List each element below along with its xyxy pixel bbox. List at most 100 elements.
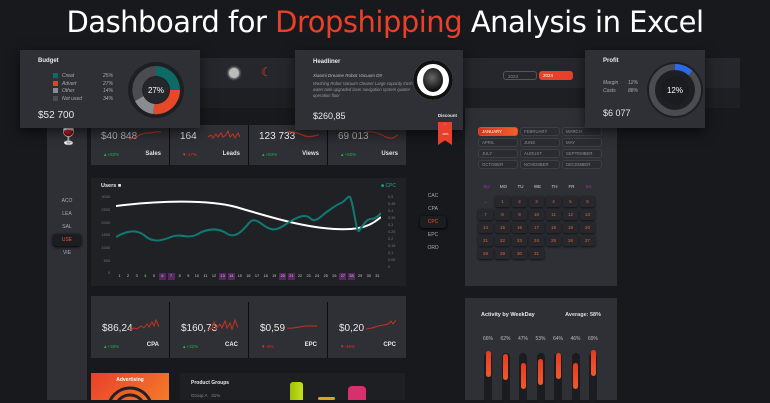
- calendar-day[interactable]: 27: [580, 235, 595, 246]
- month-button-december[interactable]: DECEMBER: [562, 160, 602, 169]
- x-axis-day: 20: [279, 273, 287, 280]
- sidebar-item-aco[interactable]: ACO: [61, 198, 73, 204]
- weekday-label: MO: [499, 184, 508, 189]
- x-axis-day: 22: [297, 274, 303, 278]
- calendar-day[interactable]: 7: [478, 209, 493, 220]
- month-button-april[interactable]: APRIL: [478, 138, 518, 147]
- metric-cpc[interactable]: CPC: [420, 216, 446, 228]
- calendar-day[interactable]: 21: [478, 235, 493, 246]
- activity-percent: 53%: [535, 336, 546, 342]
- kpi-cpc[interactable]: $0,20 ▼-45% CPC: [328, 296, 406, 358]
- light-mode-icon[interactable]: [229, 68, 239, 78]
- month-button-september[interactable]: SEPTEMBER: [562, 149, 602, 158]
- kpi-users[interactable]: 69 013 ▲+50% Users: [338, 131, 398, 157]
- sidebar-item-vie[interactable]: VIE: [62, 250, 72, 256]
- page-title: Dashboard for Dropshipping Analysis in E…: [66, 5, 704, 39]
- activity-slider-fill[interactable]: [555, 352, 561, 379]
- calendar-day[interactable]: 22: [495, 235, 510, 246]
- epc-sparkline: [287, 325, 317, 329]
- profit-card: Profit Margin 12% Costs 88% $6 077 12%: [585, 50, 705, 128]
- chart-legend: ■ CPC: [381, 183, 396, 189]
- x-axis-day: 21: [287, 273, 295, 280]
- sidebar-item-sal[interactable]: SAL: [62, 224, 72, 230]
- calendar-day[interactable]: 5: [563, 196, 578, 207]
- calendar-day[interactable]: 24: [529, 235, 544, 246]
- x-axis-day: 17: [254, 274, 260, 278]
- month-button-january[interactable]: JANUARY: [478, 127, 518, 136]
- legend-item-other: Other 14%: [53, 88, 113, 94]
- calendar-day[interactable]: 23: [512, 235, 527, 246]
- calendar-day[interactable]: 20: [580, 222, 595, 233]
- calendar-day[interactable]: 2: [512, 196, 527, 207]
- calendar-day[interactable]: 28: [478, 248, 493, 259]
- weekday-header: SU MO TU WE TH FR SA: [478, 184, 597, 189]
- calendar-day[interactable]: 15: [495, 222, 510, 233]
- x-axis-day: 11: [203, 274, 208, 278]
- calendar-day[interactable]: 29: [495, 248, 510, 259]
- calendar-day[interactable]: 3: [529, 196, 544, 207]
- dark-mode-icon[interactable]: ☾: [261, 65, 272, 79]
- activity-slider-fill[interactable]: [503, 353, 508, 380]
- month-button-february[interactable]: FEBRUARY: [520, 127, 560, 136]
- activity-slider-track: [589, 349, 597, 403]
- kpi-sales[interactable]: $40 848 ▲+83% Sales: [101, 131, 161, 157]
- advertising-card[interactable]: Advertising: [91, 373, 169, 400]
- activity-slider-track: [519, 353, 527, 403]
- month-button-may[interactable]: MAY: [562, 138, 602, 147]
- calendar-day[interactable]: 9: [512, 209, 527, 220]
- kpi-leads[interactable]: 164 ▼-17% Leads: [180, 129, 240, 157]
- month-button-july[interactable]: JULY: [478, 149, 518, 158]
- sidebar-item-use[interactable]: USE: [53, 234, 81, 246]
- calendar-day[interactable]: 18: [546, 222, 561, 233]
- calendar-day[interactable]: 13: [580, 209, 595, 220]
- calendar-day[interactable]: 6: [580, 196, 595, 207]
- sidebar-item-lea[interactable]: LEA: [62, 211, 72, 217]
- metric-epc[interactable]: EPC: [427, 232, 439, 238]
- activity-column: 62%: [499, 336, 517, 403]
- kpi-cac[interactable]: $160,73 ▲+32% CAC: [170, 296, 248, 358]
- month-button-november[interactable]: NOVEMBER: [520, 160, 560, 169]
- activity-column: 47%: [516, 336, 534, 403]
- calendar-day[interactable]: 31: [529, 248, 544, 259]
- month-button-october[interactable]: OCTOBER: [478, 160, 518, 169]
- calendar-day[interactable]: 16: [512, 222, 527, 233]
- calendar-day[interactable]: 19: [563, 222, 578, 233]
- year-2024-button[interactable]: 2024: [539, 71, 573, 80]
- activity-slider-fill[interactable]: [538, 359, 543, 386]
- metric-cpa[interactable]: CPA: [428, 206, 438, 212]
- kpi-views[interactable]: 123 733 ▲+83% Views: [259, 131, 319, 157]
- calendar-day[interactable]: 11: [546, 209, 561, 220]
- kpi-cpa[interactable]: $86,24 ▲+38% CPA: [91, 296, 169, 358]
- calendar-day[interactable]: 25: [546, 235, 561, 246]
- calendar-day[interactable]: 8: [495, 209, 510, 220]
- users-cpc-chart: Users ■ ■ CPC 3000 2500 2000 1500 1000 5…: [91, 178, 406, 286]
- x-axis-day: 10: [194, 274, 199, 278]
- metric-ord[interactable]: ORD: [427, 245, 439, 251]
- month-button-august[interactable]: AUGUST: [520, 149, 560, 158]
- metric-cac[interactable]: CAC: [427, 193, 439, 199]
- activity-percent: 62%: [500, 336, 511, 342]
- month-button-march[interactable]: MARCH: [562, 127, 602, 136]
- product-image[interactable]: [413, 60, 453, 100]
- x-axis-day: 15: [237, 274, 242, 278]
- activity-slider-fill[interactable]: [573, 363, 578, 390]
- discount-ribbon: ↓ -18%: [438, 122, 452, 145]
- activity-bars: 66% 62% 47% 53% 64% 46% 69%: [481, 336, 604, 403]
- calendar-day[interactable]: 1: [495, 196, 510, 207]
- calendar-day[interactable]: 10: [529, 209, 544, 220]
- activity-slider-fill[interactable]: [590, 349, 596, 376]
- calendar-day[interactable]: 26: [563, 235, 578, 246]
- kpi-epc[interactable]: $0,59 ▼-2% EPC: [249, 296, 327, 358]
- year-2023-button[interactable]: 2023: [503, 71, 537, 80]
- calendar-day[interactable]: 17: [529, 222, 544, 233]
- activity-slider-fill[interactable]: [485, 351, 491, 378]
- calendar-day[interactable]: 14: [478, 222, 493, 233]
- calendar-day[interactable]: 4: [546, 196, 561, 207]
- profit-donut-chart: 12%: [647, 62, 703, 118]
- activity-slider-fill[interactable]: [520, 362, 526, 389]
- calendar-day[interactable]: 12: [563, 209, 578, 220]
- headliner-card: Headliner Xiaomi Dreame Robot Vacuum D9 …: [295, 50, 463, 130]
- calendar-day[interactable]: 30: [512, 248, 527, 259]
- month-button-june[interactable]: JUNE: [520, 138, 560, 147]
- activity-slider-track: [571, 353, 580, 403]
